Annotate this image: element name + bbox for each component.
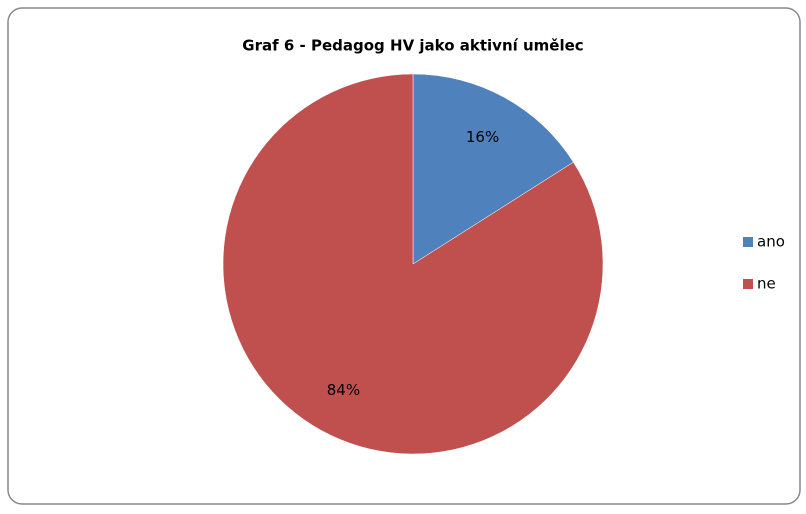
- data-label: 16%: [466, 128, 499, 146]
- data-label: 84%: [327, 381, 360, 399]
- legend-label: ne: [757, 275, 776, 293]
- legend-label: ano: [757, 233, 785, 251]
- legend-swatch: [743, 237, 753, 247]
- legend-swatch: [743, 279, 753, 289]
- pie-slice: [222, 73, 604, 455]
- chart-title: Graf 6 - Pedagog HV jako aktivní umělec: [242, 37, 583, 55]
- pie-slice: [412, 73, 574, 265]
